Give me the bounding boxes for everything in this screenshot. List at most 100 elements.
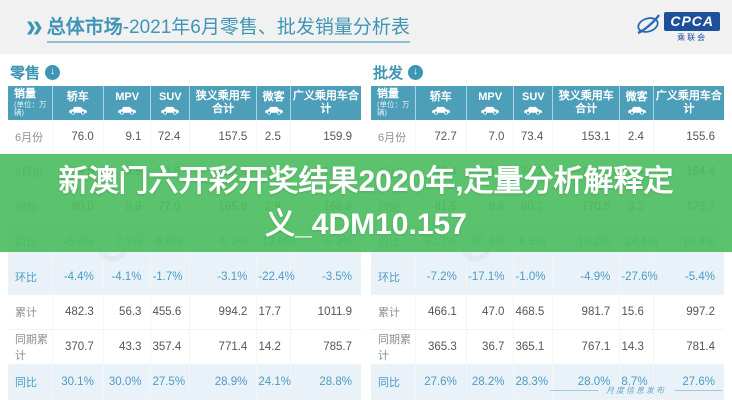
row-label: 环比 — [371, 259, 416, 295]
footer-dash-right — [674, 390, 722, 391]
cell: -7.2% — [415, 259, 467, 295]
cell: -5.4% — [653, 259, 724, 295]
cell: 15.6 — [619, 294, 654, 330]
cell: 14.2 — [256, 329, 291, 365]
cell: -1.7% — [150, 259, 191, 295]
page-title-bold: 总体市场 — [46, 16, 123, 38]
column-header: MPV — [103, 86, 152, 120]
cell: 9.1 — [103, 120, 152, 155]
column-header-sales: 销量 (单位：万辆) — [8, 86, 53, 120]
down-arrow-icon: ↓ — [45, 64, 61, 80]
cell: 30.1% — [52, 364, 104, 400]
cell: 157.5 — [189, 120, 258, 155]
cell: 17.7 — [256, 294, 291, 330]
cell: 14.3 — [619, 329, 654, 365]
cell: 36.7 — [466, 329, 515, 365]
table-row: 环比 -7.2% -17.1% -1.0% -4.9% -27.6% -5.4% — [371, 259, 724, 295]
cell: 76.0 — [52, 120, 104, 155]
row-label: 6月份 — [371, 120, 416, 155]
cell: 73.4 — [513, 120, 554, 155]
cell: -4.4% — [52, 259, 104, 295]
chevron-icon: » — [26, 8, 43, 45]
column-header: 微客 — [256, 86, 291, 120]
down-arrow-icon: ↓ — [408, 64, 424, 80]
row-label: 累计 — [8, 294, 53, 330]
cell: -17.1% — [466, 259, 515, 295]
cell: 370.7 — [52, 329, 104, 365]
mpv-icon — [469, 105, 512, 115]
cell: 785.7 — [290, 329, 361, 365]
cell: 781.4 — [653, 329, 724, 365]
minibus-icon — [622, 105, 651, 115]
footer-note-text: 月度信息发布 — [606, 386, 666, 395]
retail-section-label: 零售 — [10, 64, 41, 82]
cpca-logo-text: CPCA — [664, 11, 720, 31]
cell: -27.6% — [619, 259, 658, 295]
mpv-icon — [106, 105, 149, 115]
cell: 365.3 — [415, 329, 467, 365]
page-title-rest: -2021年6月零售、批发销量分析表 — [122, 16, 410, 38]
column-header: MPV — [466, 86, 515, 120]
cell: 994.2 — [189, 294, 258, 330]
table-row: 同比 30.1% 30.0% 27.5% 28.9% 24.1% 28.8% — [8, 364, 361, 400]
cell: 27.6% — [415, 364, 467, 400]
cell: 155.6 — [653, 120, 724, 155]
column-header: 狭义乘用车合计 — [189, 86, 258, 120]
table-row: 累计 482.3 56.3 455.6 994.2 17.7 1011.9 — [8, 294, 361, 330]
column-header: SUV — [513, 86, 554, 120]
suv-icon — [153, 105, 187, 115]
cell: 28.8% — [290, 364, 361, 400]
cell: 2.5 — [256, 120, 291, 155]
cell: 771.4 — [189, 329, 258, 365]
column-header-sales: 销量 (单位：万辆) — [371, 86, 416, 120]
cell: 482.3 — [52, 294, 104, 330]
header-row: 销量 (单位：万辆) 轿车 MPV SUV 狭义乘用车合计 微客 广义乘用车合计 — [371, 86, 724, 120]
row-label: 同期累计 — [8, 329, 53, 365]
cell: 43.3 — [103, 329, 152, 365]
header-bar: » 总体市场-2021年6月零售、批发销量分析表 CPCA 乘联会 — [0, 0, 732, 54]
cell: 24.1% — [256, 364, 291, 400]
cpca-logo-subtext: 乘联会 — [677, 32, 708, 42]
cell: 767.1 — [552, 329, 621, 365]
cell: 28.3% — [513, 364, 554, 400]
footer-note: 月度信息发布 — [550, 385, 722, 396]
unit-note: (单位：万辆) — [14, 99, 47, 118]
table-row: 6月份 76.0 9.1 72.4 157.5 2.5 159.9 — [8, 120, 361, 155]
column-header: 微客 — [619, 86, 654, 120]
cell: 47.0 — [466, 294, 515, 330]
table-row: 累计 466.1 47.0 468.5 981.7 15.6 997.2 — [371, 294, 724, 330]
cell: 468.5 — [513, 294, 554, 330]
spam-banner-link[interactable]: 新澳门六开彩开奖结果2020年,定量分析解释定 义_4DM10.157 — [0, 154, 732, 252]
column-header: 狭义乘用车合计 — [552, 86, 621, 120]
cpca-logo: CPCA 乘联会 — [635, 11, 720, 43]
cell: 27.6% — [653, 364, 724, 400]
column-header: 广义乘用车合计 — [290, 86, 361, 120]
cell: -22.4% — [256, 259, 295, 295]
row-label: 累计 — [371, 294, 416, 330]
cell: 1011.9 — [290, 294, 361, 330]
row-label: 同比 — [8, 364, 53, 400]
cell: 28.0% — [552, 364, 621, 400]
cell: -3.1% — [189, 259, 258, 295]
row-label: 同比 — [371, 364, 416, 400]
sedan-icon — [55, 105, 101, 115]
table-row: 同比 27.6% 28.2% 28.3% 28.0% 8.7% 27.6% — [371, 364, 724, 400]
page-title: 总体市场-2021年6月零售、批发销量分析表 — [46, 12, 410, 43]
cell: 28.9% — [189, 364, 258, 400]
footer-dash-left — [550, 390, 598, 391]
retail-section-header: 零售 ↓ — [10, 60, 361, 84]
cell: 72.4 — [150, 120, 191, 155]
spam-banner-line2: 义_4DM10.157 — [265, 208, 467, 241]
row-label: 6月份 — [8, 120, 53, 155]
cell: 30.0% — [103, 364, 152, 400]
header-row: 销量 (单位：万辆) 轿车 MPV SUV 狭义乘用车合计 微客 广义乘用车合计 — [8, 86, 361, 120]
cpca-swoosh-icon — [635, 13, 661, 42]
suv-icon — [516, 105, 550, 115]
row-label: 环比 — [8, 259, 53, 295]
column-header: SUV — [150, 86, 191, 120]
cell: 153.1 — [552, 120, 621, 155]
cell: 981.7 — [552, 294, 621, 330]
cell: 28.2% — [466, 364, 515, 400]
column-header: 轿车 — [415, 86, 467, 120]
table-row: 同期累计 365.3 36.7 365.1 767.1 14.3 781.4 — [371, 329, 724, 365]
